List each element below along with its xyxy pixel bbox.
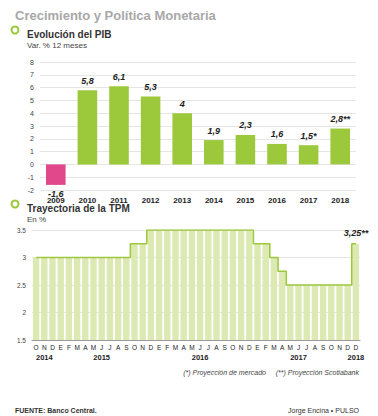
svg-text:M: M: [189, 344, 194, 351]
svg-text:Evolución del PIB: Evolución del PIB: [27, 29, 111, 40]
svg-text:2: 2: [30, 135, 34, 142]
svg-text:J: J: [108, 344, 111, 351]
svg-text:E: E: [59, 344, 64, 351]
svg-text:-2: -2: [28, 187, 34, 194]
svg-text:1,9: 1,9: [208, 126, 221, 136]
svg-text:J: J: [100, 344, 103, 351]
svg-text:M: M: [173, 344, 178, 351]
svg-text:J: J: [207, 344, 210, 351]
svg-text:2: 2: [22, 309, 26, 316]
svg-text:S: S: [124, 344, 129, 351]
svg-text:A: A: [83, 344, 88, 351]
svg-text:D: D: [149, 344, 154, 351]
svg-text:5: 5: [30, 97, 34, 104]
svg-text:3: 3: [22, 254, 26, 261]
svg-text:4: 4: [30, 110, 34, 117]
svg-text:A: A: [116, 344, 121, 351]
svg-text:F: F: [165, 344, 169, 351]
svg-text:2016: 2016: [268, 196, 286, 205]
svg-text:2.5: 2.5: [17, 282, 26, 289]
svg-text:1,5*: 1,5*: [301, 131, 318, 141]
svg-text:D: D: [354, 344, 359, 351]
svg-text:A: A: [313, 344, 318, 351]
svg-text:2017: 2017: [290, 353, 307, 362]
svg-text:N: N: [42, 344, 47, 351]
svg-text:5,3: 5,3: [144, 82, 157, 92]
svg-text:2,8**: 2,8**: [329, 114, 350, 124]
svg-text:1,6: 1,6: [271, 129, 285, 139]
svg-text:M: M: [91, 344, 96, 351]
svg-text:2014: 2014: [205, 196, 223, 205]
svg-text:J: J: [305, 344, 308, 351]
svg-text:N: N: [337, 344, 342, 351]
svg-text:O: O: [329, 344, 334, 351]
svg-text:M: M: [271, 344, 276, 351]
svg-text:3.5: 3.5: [17, 227, 26, 234]
svg-text:8: 8: [30, 59, 34, 66]
svg-text:-1: -1: [28, 174, 34, 181]
svg-text:S: S: [321, 344, 326, 351]
svg-text:6,1: 6,1: [113, 72, 126, 82]
svg-text:M: M: [288, 344, 293, 351]
svg-text:A: A: [182, 344, 187, 351]
svg-text:N: N: [239, 344, 244, 351]
svg-text:2016: 2016: [192, 353, 209, 362]
svg-text:7: 7: [30, 71, 34, 78]
svg-text:0: 0: [30, 161, 34, 168]
svg-text:1: 1: [30, 148, 34, 155]
svg-text:2010: 2010: [78, 195, 97, 205]
svg-text:Crecimiento y Política Monetar: Crecimiento y Política Monetaria: [15, 8, 217, 23]
svg-text:1.5: 1.5: [17, 337, 26, 344]
svg-text:S: S: [223, 344, 228, 351]
svg-text:2013: 2013: [173, 196, 191, 205]
svg-text:Trayectoria de la TPM: Trayectoria de la TPM: [27, 203, 130, 214]
svg-text:J: J: [198, 344, 201, 351]
svg-text:FUENTE: Banco Central.: FUENTE: Banco Central.: [15, 407, 97, 414]
svg-text:2,3: 2,3: [238, 120, 252, 130]
svg-text:2015: 2015: [237, 196, 255, 205]
svg-text:Var. % 12 meses: Var. % 12 meses: [27, 41, 87, 50]
svg-text:3: 3: [30, 123, 34, 130]
svg-text:D: D: [345, 344, 350, 351]
svg-text:E: E: [255, 344, 260, 351]
svg-text:6: 6: [30, 84, 34, 91]
svg-text:4: 4: [179, 99, 185, 109]
svg-text:F: F: [264, 344, 268, 351]
svg-text:O: O: [34, 344, 39, 351]
svg-text:(*) Proyección de mercado: (*) Proyección de mercado (**) Proyecció…: [183, 369, 359, 377]
svg-text:3,25**: 3,25**: [344, 228, 369, 238]
svg-text:M: M: [74, 344, 79, 351]
svg-text:2017: 2017: [300, 196, 318, 205]
svg-text:2014: 2014: [36, 353, 54, 362]
svg-text:J: J: [297, 344, 300, 351]
svg-text:2018: 2018: [331, 196, 349, 205]
svg-text:F: F: [67, 344, 71, 351]
svg-text:2015: 2015: [93, 353, 110, 362]
svg-text:2012: 2012: [142, 196, 160, 205]
svg-text:-1,6: -1,6: [48, 189, 65, 199]
svg-text:O: O: [230, 344, 235, 351]
svg-text:D: D: [50, 344, 55, 351]
svg-text:2011: 2011: [110, 195, 128, 205]
svg-text:A: A: [280, 344, 285, 351]
svg-text:A: A: [214, 344, 219, 351]
svg-text:O: O: [132, 344, 137, 351]
svg-text:Jorge Encina • PULSO: Jorge Encina • PULSO: [288, 407, 359, 415]
svg-text:E: E: [157, 344, 162, 351]
svg-text:N: N: [140, 344, 145, 351]
svg-text:D: D: [247, 344, 252, 351]
svg-text:2018: 2018: [348, 353, 365, 362]
svg-text:En %: En %: [27, 215, 46, 224]
svg-text:5,8: 5,8: [81, 76, 94, 86]
